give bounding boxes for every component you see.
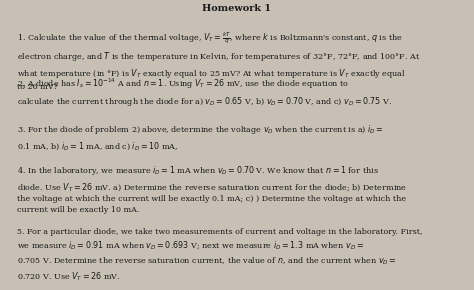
Text: 1. Calculate the value of the thermal voltage, $V_T = \frac{kT}{q}$, where $k$ i: 1. Calculate the value of the thermal vo… xyxy=(17,30,420,91)
Text: 3. For the diode of problem 2) above, determine the voltage $v_D$ when the curre: 3. For the diode of problem 2) above, de… xyxy=(17,123,383,152)
Text: 4. In the laboratory, we measure $i_D = 1$ mA when $v_D = 0.70$ V. We know that : 4. In the laboratory, we measure $i_D = … xyxy=(17,164,407,214)
Text: 5. For a particular diode, we take two measurements of current and voltage in th: 5. For a particular diode, we take two m… xyxy=(17,228,422,283)
Text: 2. A diode has $I_s = 10^{-14}$ A and $n = 1$. Using $V_T = 26$ mV, use the diod: 2. A diode has $I_s = 10^{-14}$ A and $n… xyxy=(17,77,392,108)
Text: Homework 1: Homework 1 xyxy=(202,4,272,13)
